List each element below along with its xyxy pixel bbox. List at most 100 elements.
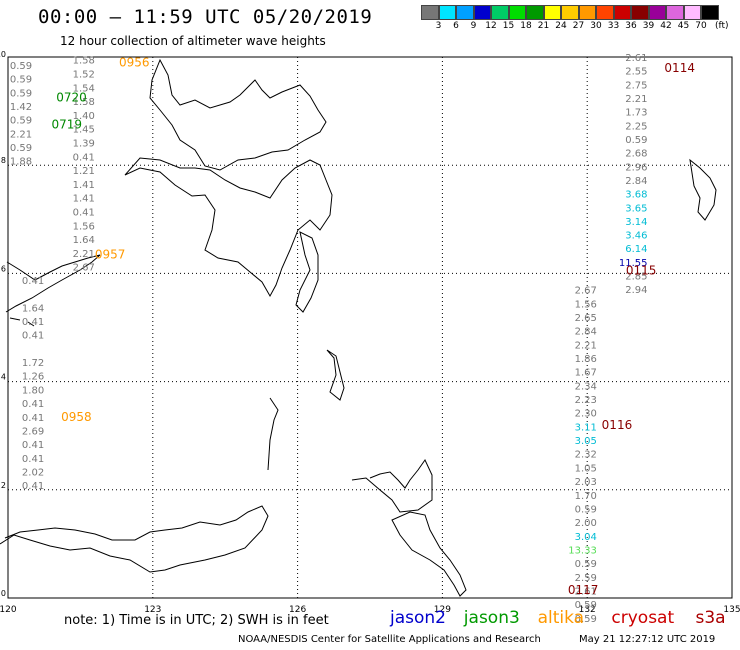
wave-height-label: 3.46 <box>625 231 647 242</box>
wave-height-label: 2.84 <box>575 327 597 338</box>
wave-height-label: 2.03 <box>575 477 597 488</box>
wave-height-label: 0.41 <box>22 331 44 342</box>
satellite-altika: altika <box>537 608 585 628</box>
wave-height-label: 1.56 <box>575 299 597 310</box>
coast-talaud <box>326 349 345 401</box>
coast-mindanao <box>124 157 333 298</box>
legend-label: 12 <box>485 21 497 31</box>
map-title: 00:00 – 11:59 UTC 05/20/2019 <box>38 6 373 28</box>
lon-tick-label: 132 <box>579 605 596 615</box>
legend-label: 33 <box>607 21 620 31</box>
track-time-label: 0115 <box>626 264 657 278</box>
lat-tick-label: 6 <box>1 264 6 273</box>
coast-sulawesi-north <box>351 459 433 513</box>
legend-swatch <box>596 5 614 20</box>
wave-height-label: 1.41 <box>73 180 95 191</box>
coast-palawan <box>5 254 101 313</box>
legend-swatch <box>648 5 666 20</box>
lon-tick-label: 129 <box>434 605 451 615</box>
wave-height-label: 2.34 <box>575 381 597 392</box>
wave-height-label: 3.05 <box>575 436 597 447</box>
footer-credit: NOAA/NESDIS Center for Satellite Applica… <box>238 634 541 645</box>
coast-borneo-north <box>0 505 269 573</box>
legend-unit: (ft) <box>715 21 729 31</box>
legend-label: 70 <box>695 21 707 31</box>
lon-tick-label: 120 <box>0 605 17 615</box>
track-time-label: 0720 <box>56 91 87 105</box>
legend-swatch <box>666 5 684 20</box>
footer-note: note: 1) Time is in UTC; 2) SWH is in fe… <box>64 613 329 628</box>
wave-height-label: 1.21 <box>73 166 95 177</box>
wave-height-label: 2.61 <box>575 587 597 598</box>
wave-height-label: 0.41 <box>22 481 44 492</box>
wave-height-label: 3.14 <box>625 217 647 228</box>
wave-height-label: 2.96 <box>625 162 647 173</box>
wave-height-label: 0.59 <box>575 504 597 515</box>
wave-height-label: 0.59 <box>575 600 597 611</box>
legend-label: 3 <box>435 21 442 31</box>
legend-label: 39 <box>642 21 655 31</box>
track-time-label: 0117 <box>568 583 599 597</box>
wave-height-label: 3.68 <box>625 190 647 201</box>
lon-tick-label: 126 <box>289 605 306 615</box>
wave-height-label: 1.42 <box>10 102 32 113</box>
wave-height-label: 2.25 <box>625 121 647 132</box>
wave-height-label: 2.75 <box>625 80 647 91</box>
wave-height-label: 1.86 <box>575 354 597 365</box>
wave-height-label: 1.88 <box>10 157 32 168</box>
legend-label: 27 <box>572 21 585 31</box>
wave-height-label: 2.59 <box>575 573 597 584</box>
legend-label: 15 <box>502 21 515 31</box>
wave-height-label: 1.26 <box>22 372 44 383</box>
lon-tick-label: 135 <box>723 605 740 615</box>
wave-height-label: 2.94 <box>625 285 647 296</box>
wave-height-label: 2.30 <box>575 409 597 420</box>
lat-tick-label: 8 <box>1 156 6 165</box>
wave-height-label: 3.11 <box>575 422 597 433</box>
wave-height-label: 1.67 <box>575 368 597 379</box>
wave-height-label: 2.21 <box>10 129 32 140</box>
wave-height-label: 13.33 <box>568 545 597 556</box>
satellite-jason2: jason2 <box>390 608 446 628</box>
legend-label: 42 <box>660 21 672 31</box>
wave-height-label: 2.21 <box>625 94 647 105</box>
wave-height-label: 2.21 <box>73 249 95 260</box>
wave-height-label: 1.41 <box>73 194 95 205</box>
wave-height-label: 2.23 <box>575 395 597 406</box>
wave-height-label: 0.41 <box>22 399 44 410</box>
coast-sangihe <box>267 397 279 471</box>
wave-height-label: 1.72 <box>22 358 44 369</box>
track-time-label: 0719 <box>51 118 82 132</box>
track-time-label: 0956 <box>119 55 150 69</box>
legend-swatch <box>683 5 701 20</box>
wave-height-label: 0.59 <box>575 614 597 625</box>
map-frame <box>7 56 733 599</box>
wave-height-label: 1.58 <box>73 56 95 67</box>
wave-height-label: 2.21 <box>575 340 597 351</box>
coast-visayas-north <box>149 58 327 171</box>
legend-swatches <box>421 5 719 20</box>
legend-label: 24 <box>555 21 567 31</box>
lat-tick-label: 4 <box>1 373 6 382</box>
color-scale-legend: 3 6 9 12 15 18 21 24 27 30 33 36 39 42 45 70 <box>421 5 719 32</box>
legend-swatch <box>613 5 631 20</box>
wave-height-label: 2.85 <box>625 272 647 283</box>
wave-height-label: 1.70 <box>575 491 597 502</box>
legend-swatch <box>543 5 561 20</box>
legend-label: 21 <box>537 21 550 31</box>
legend-swatch <box>561 5 579 20</box>
wave-height-label: 2.84 <box>625 176 647 187</box>
wave-height-label: 2.65 <box>575 313 597 324</box>
wave-height-label: 0.41 <box>22 454 44 465</box>
coast-mindanao-east <box>295 231 319 313</box>
legend-swatch <box>526 5 544 20</box>
wave-height-label: 0.41 <box>73 152 95 163</box>
wave-height-label: 2.61 <box>625 53 647 64</box>
track-time-label: 0958 <box>61 410 92 424</box>
wave-height-label: 1.80 <box>22 385 44 396</box>
wave-height-label: 0.59 <box>10 75 32 86</box>
track-time-label: 0116 <box>602 418 633 432</box>
legend-swatch <box>421 5 439 20</box>
legend-swatch <box>438 5 456 20</box>
legend-swatch <box>473 5 491 20</box>
